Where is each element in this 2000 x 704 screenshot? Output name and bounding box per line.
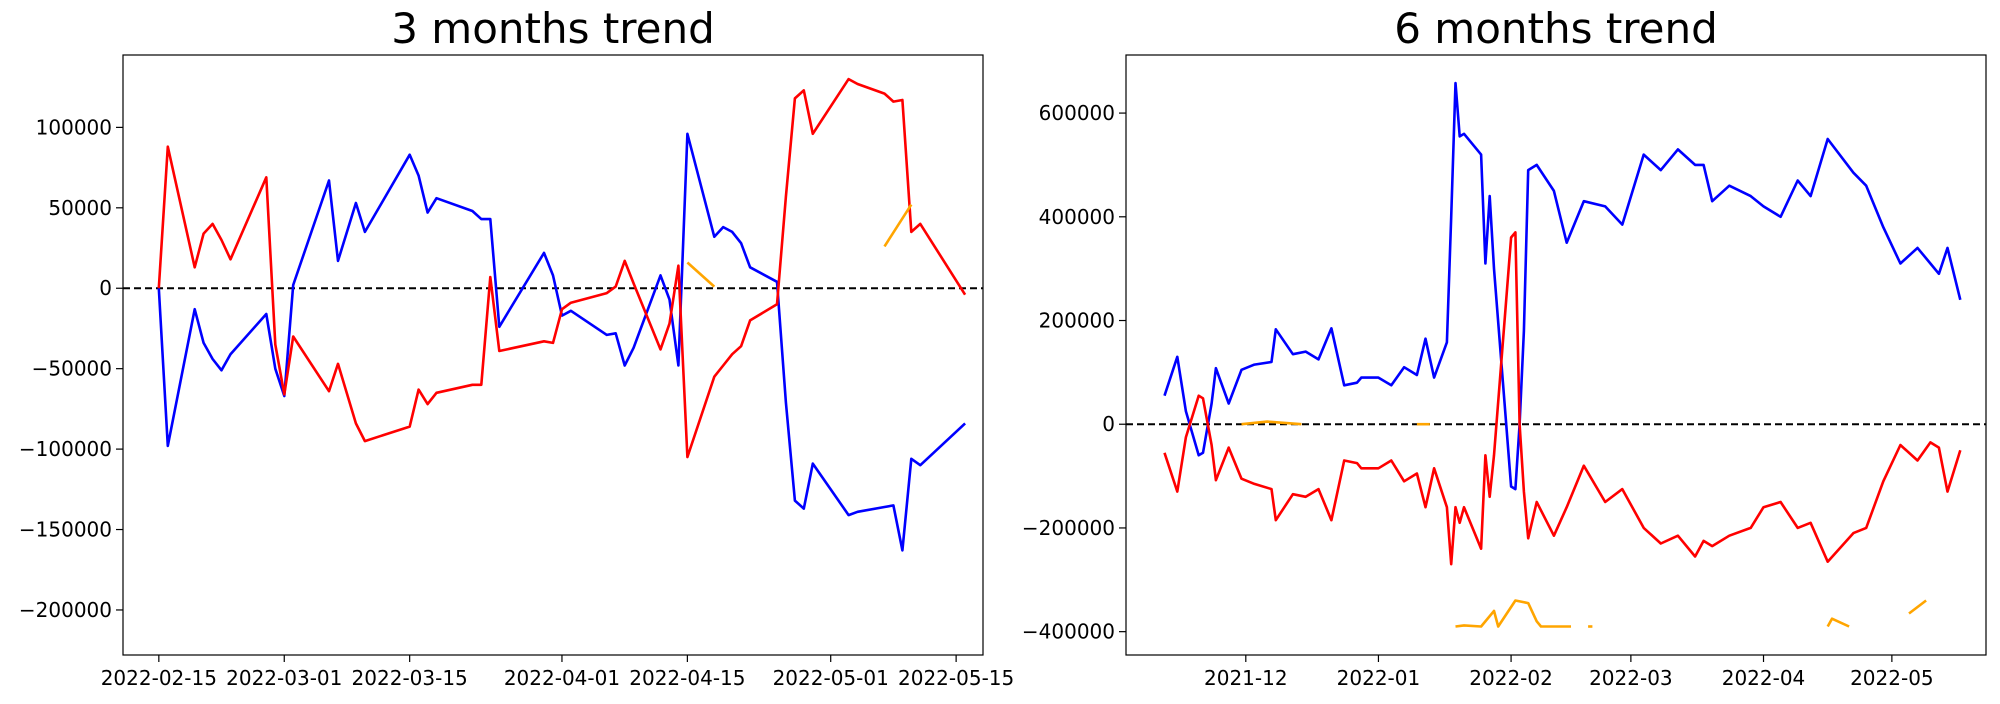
series-3-line-segment-1	[1241, 420, 1302, 426]
series-2-line	[157, 77, 967, 459]
series-3-line-segment-5	[1826, 617, 1850, 628]
x-tick-label: 2022-05	[1850, 666, 1934, 690]
series-3-line-segment-3	[1455, 599, 1571, 628]
y-tick-label: −400000	[1022, 620, 1115, 644]
x-tick-label: 2022-05-15	[898, 666, 1014, 690]
y-tick-label: −150000	[19, 518, 112, 542]
y-tick-label: −50000	[32, 357, 112, 381]
series-1-line	[1163, 81, 1962, 491]
series-2-line	[1163, 231, 1962, 566]
chart-title: 3 months trend	[391, 4, 715, 53]
x-tick-label: 2022-02	[1469, 666, 1553, 690]
plot-frame	[122, 54, 984, 656]
y-tick-label: 0	[1102, 412, 1115, 436]
x-tick-label: 2022-02-15	[101, 666, 217, 690]
y-tick-label: −200000	[1022, 516, 1115, 540]
x-tick-label: 2022-04	[1722, 666, 1806, 690]
x-tick-label: 2022-04-15	[629, 666, 745, 690]
chart-panel-1: 3 months trend −200000 −150000 −100000 −5000…	[19, 4, 1014, 690]
series-1-line	[157, 132, 966, 552]
x-tick-label: 2022-03	[1589, 666, 1673, 690]
series-3-line-segment-1	[686, 261, 716, 288]
x-tick-label: 2022-01	[1337, 666, 1421, 690]
y-tick-label: 400000	[1039, 205, 1115, 229]
plot-frame	[1125, 54, 1987, 656]
chart-title: 6 months trend	[1394, 4, 1718, 53]
y-tick-label: 100000	[36, 115, 112, 139]
y-tick-label: 200000	[1039, 309, 1115, 333]
chart-panel-2: 6 months trend −400000 −200000 0 200000 40000…	[1022, 4, 1987, 690]
y-tick-label: 600000	[1039, 101, 1115, 125]
series-3-line-segment-6	[1908, 599, 1927, 615]
x-tick-label: 2021-12	[1204, 666, 1288, 690]
x-tick-label: 2022-05-01	[773, 666, 889, 690]
x-tick-label: 2022-04-01	[504, 666, 620, 690]
x-tick-label: 2022-03-15	[352, 666, 468, 690]
y-tick-label: −200000	[19, 598, 112, 622]
y-tick-label: 50000	[48, 196, 112, 220]
y-tick-label: −100000	[19, 437, 112, 461]
y-tick-label: 0	[99, 276, 112, 300]
series-3-line-segment-2	[883, 203, 913, 248]
x-tick-label: 2022-03-01	[226, 666, 342, 690]
